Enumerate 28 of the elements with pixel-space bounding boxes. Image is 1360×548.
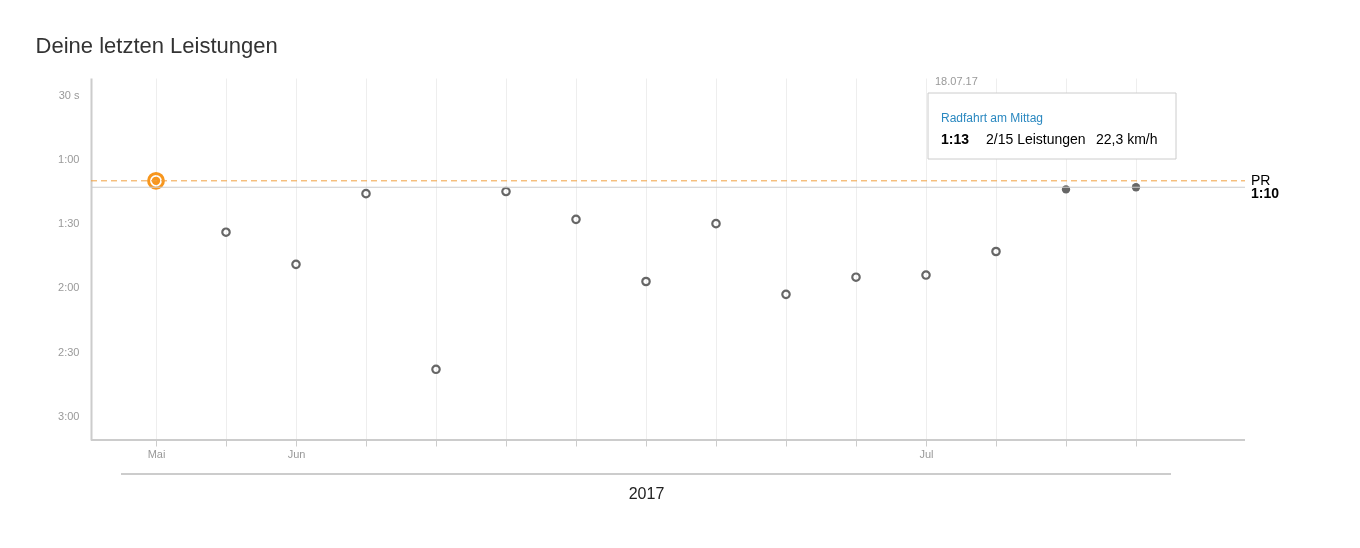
annotation: Radfahrt am Mittag — [941, 111, 1044, 125]
annotation: 1:13 — [941, 131, 970, 147]
x-tick-label: Jun — [287, 447, 306, 460]
y-tick-label: 3:00 — [58, 409, 80, 422]
annotation: 2/15 Leistungen — [986, 131, 1086, 147]
y-tick-label: 2:30 — [58, 345, 80, 358]
y-tick-label: 2:00 — [58, 281, 80, 294]
point — [781, 289, 791, 300]
annotation: 22,3 km/h — [1096, 131, 1158, 147]
annotation: 18.07.17 — [935, 75, 978, 87]
point — [361, 188, 371, 199]
x-tick-label: Jul — [919, 447, 934, 460]
chart-title: Deine letzten Leistungen — [35, 33, 278, 58]
point — [221, 227, 231, 238]
point — [641, 276, 651, 287]
y-tick-label: 1:30 — [58, 217, 80, 230]
y-tick-label: 30 s — [58, 88, 80, 101]
point — [711, 218, 721, 229]
x-tick-label: Mai — [147, 447, 166, 460]
point — [291, 259, 301, 270]
x-axis-title: 2017 — [628, 484, 665, 502]
point — [991, 246, 1001, 257]
point — [851, 272, 861, 283]
point — [571, 214, 581, 225]
y-tick-label: 1:00 — [58, 152, 80, 165]
point — [431, 364, 441, 375]
point — [501, 186, 511, 197]
point — [921, 270, 931, 280]
